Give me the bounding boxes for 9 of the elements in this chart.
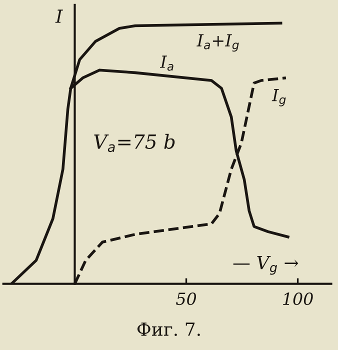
series-label: I$_{a}$ (160, 56, 174, 71)
y-axis-title: I (55, 10, 63, 23)
x-tick-label: 50 (176, 292, 196, 306)
text: Фиг. 7. (137, 322, 200, 336)
x-tick-label: 100 (283, 292, 313, 306)
series-label: I$_{g}$ (272, 89, 286, 106)
series-label: I$_{a}$+I$_{g}$ (196, 34, 239, 52)
annotation: V$_{a}$=75 b (94, 134, 175, 152)
x-axis-title: — V$_{g}$ → (233, 256, 298, 275)
